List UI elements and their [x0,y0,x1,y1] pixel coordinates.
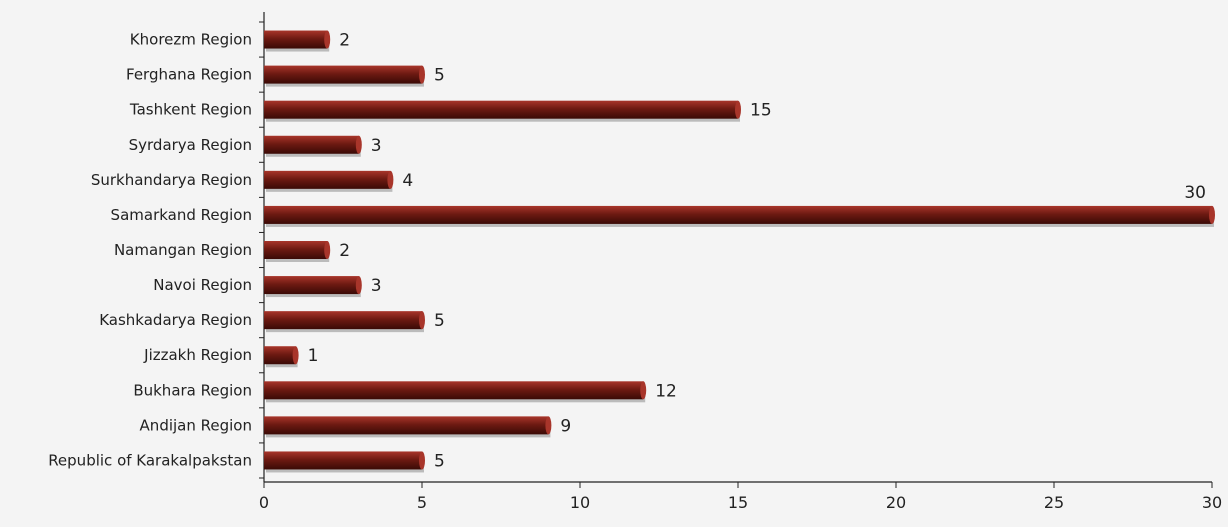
data-label: 9 [560,416,571,436]
data-label: 2 [339,31,350,51]
bar [264,416,549,435]
bar-end-cap [355,276,362,295]
x-tick-label: 15 [728,493,748,512]
bar-end-cap [355,135,362,154]
x-tick-label: 5 [417,493,427,512]
data-label: 4 [402,171,413,191]
data-label: 5 [434,66,445,86]
category-label: Kashkadarya Region [99,311,252,329]
bar-end-cap [419,311,425,330]
category-label: Navoi Region [153,276,252,294]
bar [264,100,738,119]
x-tick-label: 20 [886,493,906,512]
bar-end-cap [640,381,647,400]
data-label: 1 [308,346,319,366]
data-label: 5 [434,311,445,331]
bar-end-cap [387,170,394,189]
bars-layer [264,30,1215,473]
bar [264,311,422,330]
bar-end-cap [419,65,425,84]
bar [264,276,359,295]
category-label: Namangan Region [114,241,252,259]
bar [264,65,422,84]
bar-end-cap [735,100,741,119]
bar-end-cap [292,346,299,365]
data-label: 5 [434,451,445,471]
bar [264,241,328,259]
bar-end-cap [545,416,552,435]
category-label: Andijan Region [140,416,252,434]
category-label: Ferghana Region [126,66,252,84]
x-tick-label: 10 [570,493,590,512]
data-label: 30 [1184,183,1206,203]
bar [264,30,328,49]
category-label: Bukhara Region [133,381,252,399]
data-label: 12 [655,381,677,401]
data-label: 15 [750,101,772,121]
x-tick-label: 0 [259,493,269,512]
category-label: Samarkand Region [111,206,252,224]
data-label: 2 [339,241,350,261]
bar [264,451,422,470]
x-tick-label: 25 [1044,493,1064,512]
x-tick-label: 30 [1202,493,1222,512]
bar [264,346,296,365]
category-label: Surkhandarya Region [91,171,252,189]
data-label: 3 [371,136,382,156]
bar [264,381,644,400]
category-label: Tashkent Region [129,101,252,119]
bar [264,170,391,189]
bar-end-cap [324,30,331,49]
bar [264,205,1212,224]
bar-end-cap [324,241,331,259]
bar [264,135,359,154]
bar-end-cap [1209,205,1215,224]
bar-end-cap [419,451,425,470]
category-label: Jizzakh Region [143,346,252,364]
category-label: Syrdarya Region [129,136,252,154]
category-label: Khorezm Region [130,31,252,49]
category-label: Republic of Karakalpakstan [48,451,252,469]
data-label: 3 [371,276,382,296]
